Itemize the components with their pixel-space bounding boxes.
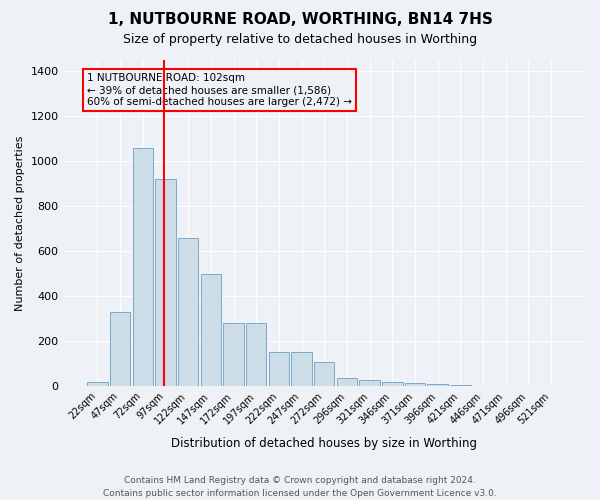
X-axis label: Distribution of detached houses by size in Worthing: Distribution of detached houses by size …	[171, 437, 477, 450]
Bar	[246, 323, 266, 386]
Bar	[405, 382, 425, 386]
Text: Contains HM Land Registry data © Crown copyright and database right 2024.
Contai: Contains HM Land Registry data © Crown c…	[103, 476, 497, 498]
Bar	[359, 380, 380, 386]
Text: 1, NUTBOURNE ROAD, WORTHING, BN14 7HS: 1, NUTBOURNE ROAD, WORTHING, BN14 7HS	[107, 12, 493, 28]
Text: 1 NUTBOURNE ROAD: 102sqm
← 39% of detached houses are smaller (1,586)
60% of sem: 1 NUTBOURNE ROAD: 102sqm ← 39% of detach…	[87, 74, 352, 106]
Bar	[450, 385, 470, 386]
Bar	[269, 352, 289, 386]
Bar	[382, 382, 403, 386]
Bar	[314, 362, 334, 386]
Bar	[337, 378, 357, 386]
Bar	[292, 352, 312, 386]
Bar	[133, 148, 153, 386]
Bar	[178, 238, 199, 386]
Text: Size of property relative to detached houses in Worthing: Size of property relative to detached ho…	[123, 32, 477, 46]
Bar	[155, 179, 176, 386]
Y-axis label: Number of detached properties: Number of detached properties	[15, 136, 25, 310]
Bar	[200, 274, 221, 386]
Bar	[87, 382, 107, 386]
Bar	[427, 384, 448, 386]
Bar	[110, 312, 130, 386]
Bar	[223, 323, 244, 386]
